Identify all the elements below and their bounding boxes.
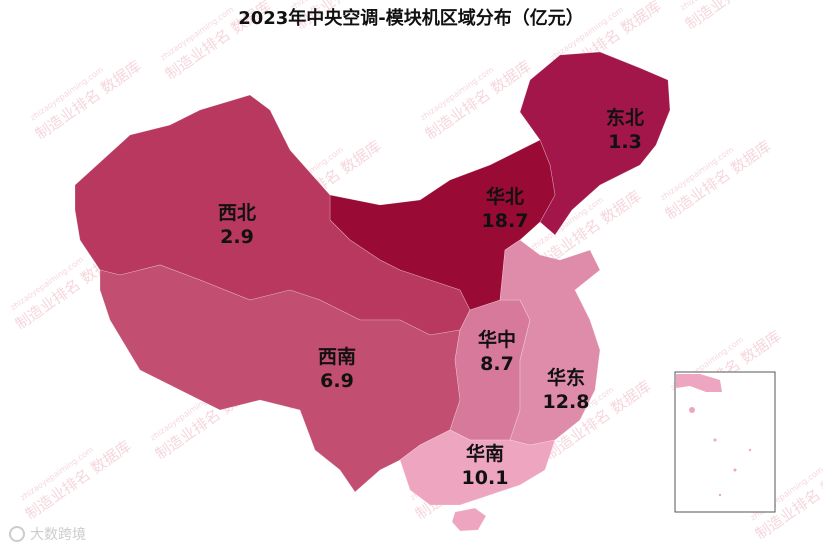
- region-name: 东北: [606, 106, 644, 129]
- value-label: 8.7: [480, 353, 514, 375]
- logo-text: 大数跨境: [30, 527, 86, 543]
- logo: 大数跨境: [9, 526, 86, 543]
- region: [519, 51, 671, 236]
- inset-islands: [689, 407, 752, 497]
- region-name: 华中: [478, 328, 516, 351]
- region: [499, 239, 601, 446]
- region-name: 华东: [547, 366, 585, 389]
- value-label: 2.9: [220, 226, 254, 248]
- inset-land: [676, 374, 722, 392]
- region: [399, 429, 556, 532]
- inset-box: [674, 371, 776, 513]
- region-name: 华南: [466, 442, 504, 465]
- region-name: 西南: [318, 346, 356, 368]
- region-name: 西北: [218, 202, 256, 224]
- chart-title: 2023年中央空调-模块机区域分布（亿元）: [238, 7, 584, 29]
- map: [74, 51, 671, 532]
- value-label: 18.7: [482, 210, 529, 232]
- watermark: 制造业排名 数据库: [682, 0, 795, 33]
- value-label: 10.1: [462, 467, 509, 489]
- region-name: 华北: [486, 185, 524, 208]
- value-label: 1.3: [608, 131, 642, 153]
- value-label: 12.8: [543, 391, 590, 413]
- value-label: 6.9: [320, 370, 354, 392]
